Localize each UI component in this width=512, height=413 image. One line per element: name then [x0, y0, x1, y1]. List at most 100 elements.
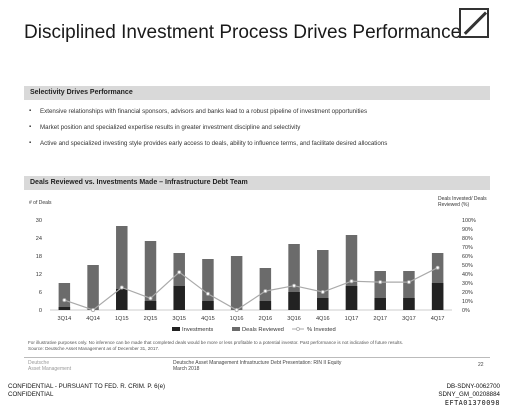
investments-bar — [345, 286, 358, 310]
x-tick-label: 2Q17 — [373, 316, 387, 322]
y2-tick-label: 30% — [462, 281, 473, 287]
x-tick-label: 2Q16 — [259, 316, 273, 322]
x-tick-label: 3Q14 — [58, 316, 72, 322]
bullet-icon: ▪ — [29, 108, 32, 114]
x-tick-label: 3Q17 — [402, 316, 416, 322]
investments-bar — [403, 298, 415, 310]
footnote: For illustrative purposes only. No infer… — [28, 340, 428, 351]
investments-bar — [431, 283, 444, 310]
y2-tick-label: 100% — [462, 218, 476, 224]
legend-marker-pct-invested — [296, 327, 300, 331]
footer-doc-date: March 2018 — [173, 366, 200, 372]
pct-invested-point — [234, 307, 239, 312]
page-number: 22 — [478, 362, 484, 368]
pct-invested-line — [64, 267, 438, 311]
bullet-text: Active and specialized investing style p… — [40, 140, 388, 147]
x-tick-label: 3Q16 — [287, 316, 301, 322]
bates-number-1: DB-SDNY-0062700 — [446, 383, 500, 390]
section-heading-selectivity: Selectivity Drives Performance — [24, 86, 490, 100]
pct-invested-point — [406, 280, 411, 285]
x-tick-label: 4Q17 — [431, 316, 445, 322]
bullet-list: ▪ Extensive relationships with financial… — [28, 108, 488, 156]
bullet-item: ▪ Extensive relationships with financial… — [28, 108, 488, 124]
page-title: Disciplined Investment Process Drives Pe… — [24, 22, 462, 43]
bullet-text: Market position and specialized expertis… — [40, 124, 301, 131]
pct-invested-point — [378, 280, 383, 285]
footer-brand: Deutsche Asset Management — [28, 360, 71, 372]
legend-label-deals-reviewed: Deals Reviewed — [242, 327, 284, 333]
investments-bar — [202, 301, 214, 310]
bates-stamp: DB-SDNY-0062700 SDNY_GM_00208884 EFTA013… — [438, 383, 500, 407]
y-tick-label: 30 — [36, 218, 42, 224]
y2-tick-label: 60% — [462, 254, 473, 260]
deals-reviewed-bar — [116, 226, 128, 310]
pct-invested-point — [292, 283, 297, 288]
investments-bar — [259, 301, 272, 310]
investments-bar — [58, 307, 71, 310]
footnote-source: Source: Deutsche Asset Management as of … — [28, 345, 160, 351]
pct-invested-point — [320, 289, 325, 294]
pct-invested-point — [119, 285, 124, 290]
investments-bar — [144, 301, 157, 310]
deals-reviewed-bar — [288, 244, 300, 310]
chart-right-axis-title: Deals Invested/ Deals Reviewed (%) — [438, 196, 487, 208]
x-tick-label: 3Q15 — [172, 316, 186, 322]
legend-label-pct-invested: % Invested — [307, 327, 336, 333]
y2-tick-label: 50% — [462, 263, 473, 269]
confidential-line2: CONFIDENTIAL — [8, 391, 54, 398]
pct-invested-point — [349, 279, 354, 284]
bates-number-3: EFTA01370098 — [444, 399, 500, 407]
y-tick-label: 12 — [36, 272, 42, 278]
y-tick-label: 0 — [39, 308, 42, 314]
investments-bar — [288, 292, 300, 310]
x-tick-label: 4Q16 — [316, 316, 330, 322]
y-tick-label: 6 — [39, 290, 42, 296]
y2-tick-label: 10% — [462, 299, 473, 305]
footer-brand-line2: Asset Management — [28, 366, 72, 372]
footer-document-info: Deutsche Asset Management Infrastructure… — [173, 360, 341, 372]
deals-reviewed-bar — [403, 271, 415, 310]
deals-reviewed-bar — [259, 268, 272, 310]
bullet-item: ▪ Market position and specialized expert… — [28, 124, 488, 140]
deals-reviewed-bar — [144, 241, 157, 310]
investments-bar — [116, 289, 128, 310]
y-tick-label: 18 — [36, 254, 42, 260]
x-tick-label: 4Q15 — [201, 316, 215, 322]
pct-invested-point — [435, 265, 440, 270]
pct-invested-point — [62, 298, 67, 303]
footer-brand-line1: Deutsche — [28, 360, 50, 366]
pct-invested-point — [148, 296, 153, 301]
section-heading-deals-chart: Deals Reviewed vs. Investments Made – In… — [24, 176, 490, 190]
x-tick-label: 2Q15 — [144, 316, 158, 322]
y-tick-label: 24 — [36, 236, 42, 242]
pct-invested-point — [177, 270, 182, 275]
confidential-stamp: CONFIDENTIAL - PURSUANT TO FED. R. CRIM.… — [8, 383, 165, 399]
footer-doc-title: Deutsche Asset Management Infrastructure… — [173, 360, 342, 366]
chart-left-axis-title: # of Deals — [29, 200, 52, 206]
deals-reviewed-bar — [431, 253, 444, 310]
y2-tick-label: 70% — [462, 245, 473, 251]
bates-number-2: SDNY_GM_00208884 — [438, 391, 500, 398]
bullet-text: Extensive relationships with financial s… — [40, 108, 368, 115]
bullet-item: ▪ Active and specialized investing style… — [28, 140, 488, 156]
x-tick-label: 1Q15 — [115, 316, 129, 322]
legend-swatch-deals-reviewed — [232, 327, 240, 331]
footnote-disclaimer: For illustrative purposes only. No infer… — [28, 340, 404, 345]
deals-reviewed-bar — [317, 250, 329, 310]
deals-reviewed-bar — [202, 259, 214, 310]
y2-tick-label: 0% — [462, 308, 470, 314]
legend-swatch-investments — [172, 327, 180, 331]
x-tick-label: 1Q17 — [345, 316, 359, 322]
x-tick-label: 4Q14 — [86, 316, 100, 322]
bullet-icon: ▪ — [29, 140, 32, 146]
y2-tick-label: 20% — [462, 290, 473, 296]
deals-reviewed-bar — [374, 271, 386, 310]
pct-invested-point — [91, 307, 96, 312]
investments-bar — [317, 298, 329, 310]
confidential-line1: CONFIDENTIAL - PURSUANT TO FED. R. CRIM.… — [8, 383, 166, 390]
y2-tick-label: 90% — [462, 227, 473, 233]
y2-tick-label: 80% — [462, 236, 473, 242]
deals-reviewed-bar — [345, 235, 358, 310]
deutsche-bank-logo — [459, 8, 489, 38]
